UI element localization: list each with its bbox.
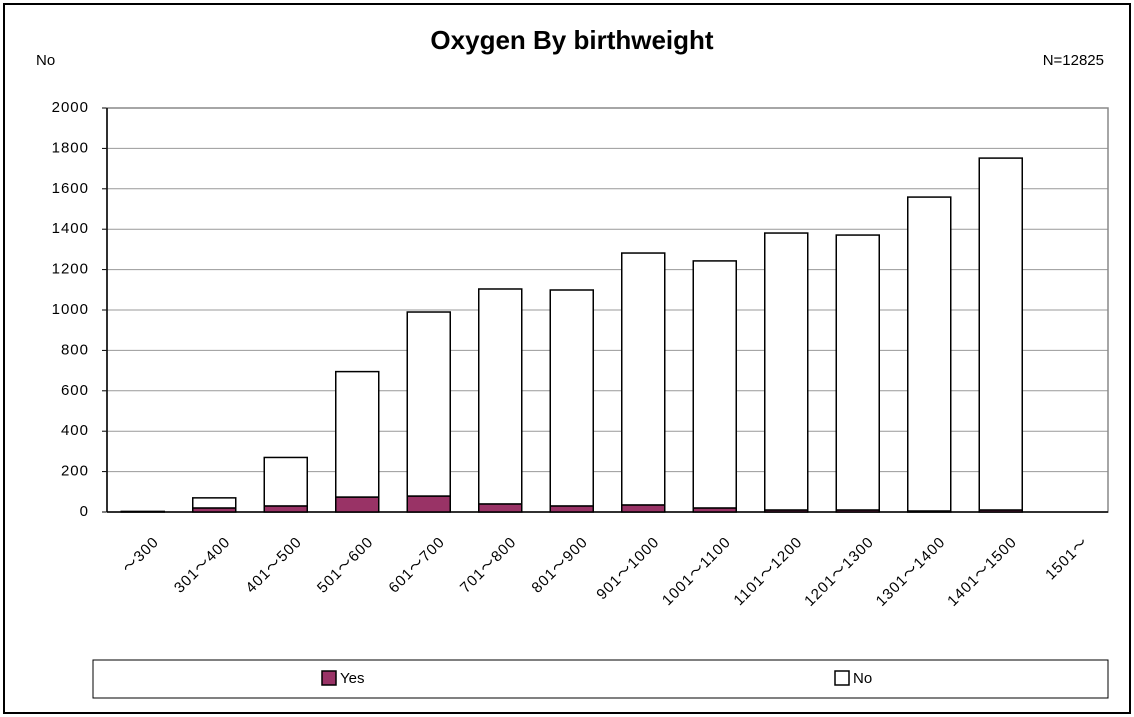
bar-segment — [192, 497, 237, 509]
y-tick-label: 1600 — [52, 180, 89, 197]
annotation: N=12825 — [1043, 52, 1104, 69]
y-tick-label: 400 — [61, 422, 89, 439]
legend-swatch — [834, 670, 850, 686]
bar-segment — [120, 510, 165, 513]
bar-segment — [978, 157, 1023, 511]
bar-segment — [907, 196, 952, 512]
bar-segment — [263, 456, 308, 507]
bar-segment — [263, 505, 308, 513]
y-tick-label: 800 — [61, 341, 89, 358]
bar-segment — [835, 234, 880, 511]
y-axis-label: No — [36, 52, 55, 69]
y-tick-label: 600 — [61, 382, 89, 399]
bar-segment — [549, 505, 594, 513]
y-tick-label: 1400 — [52, 220, 89, 237]
bar-segment — [406, 311, 451, 497]
bar-segment — [335, 496, 380, 513]
y-tick-label: 200 — [61, 463, 89, 480]
chart-title: Oxygen By birthweight — [430, 25, 713, 55]
legend-box — [92, 659, 1109, 699]
y-tick-label: 1000 — [52, 301, 89, 318]
legend-swatch — [321, 670, 337, 686]
bar-segment — [692, 260, 737, 509]
bar-segment — [621, 252, 666, 506]
y-tick-label: 1800 — [52, 139, 89, 156]
bar-segment — [549, 289, 594, 507]
y-tick-label: 2000 — [52, 99, 89, 116]
y-tick-label: 0 — [80, 503, 89, 520]
bar-segment — [478, 288, 523, 505]
bar-segment — [335, 370, 380, 498]
legend-label: No — [853, 670, 872, 687]
y-tick-label: 1200 — [52, 261, 89, 278]
legend-label: Yes — [340, 670, 364, 687]
bar-segment — [478, 503, 523, 513]
bar-segment — [621, 504, 666, 513]
bar-segment — [406, 495, 451, 513]
bar-segment — [764, 232, 809, 511]
